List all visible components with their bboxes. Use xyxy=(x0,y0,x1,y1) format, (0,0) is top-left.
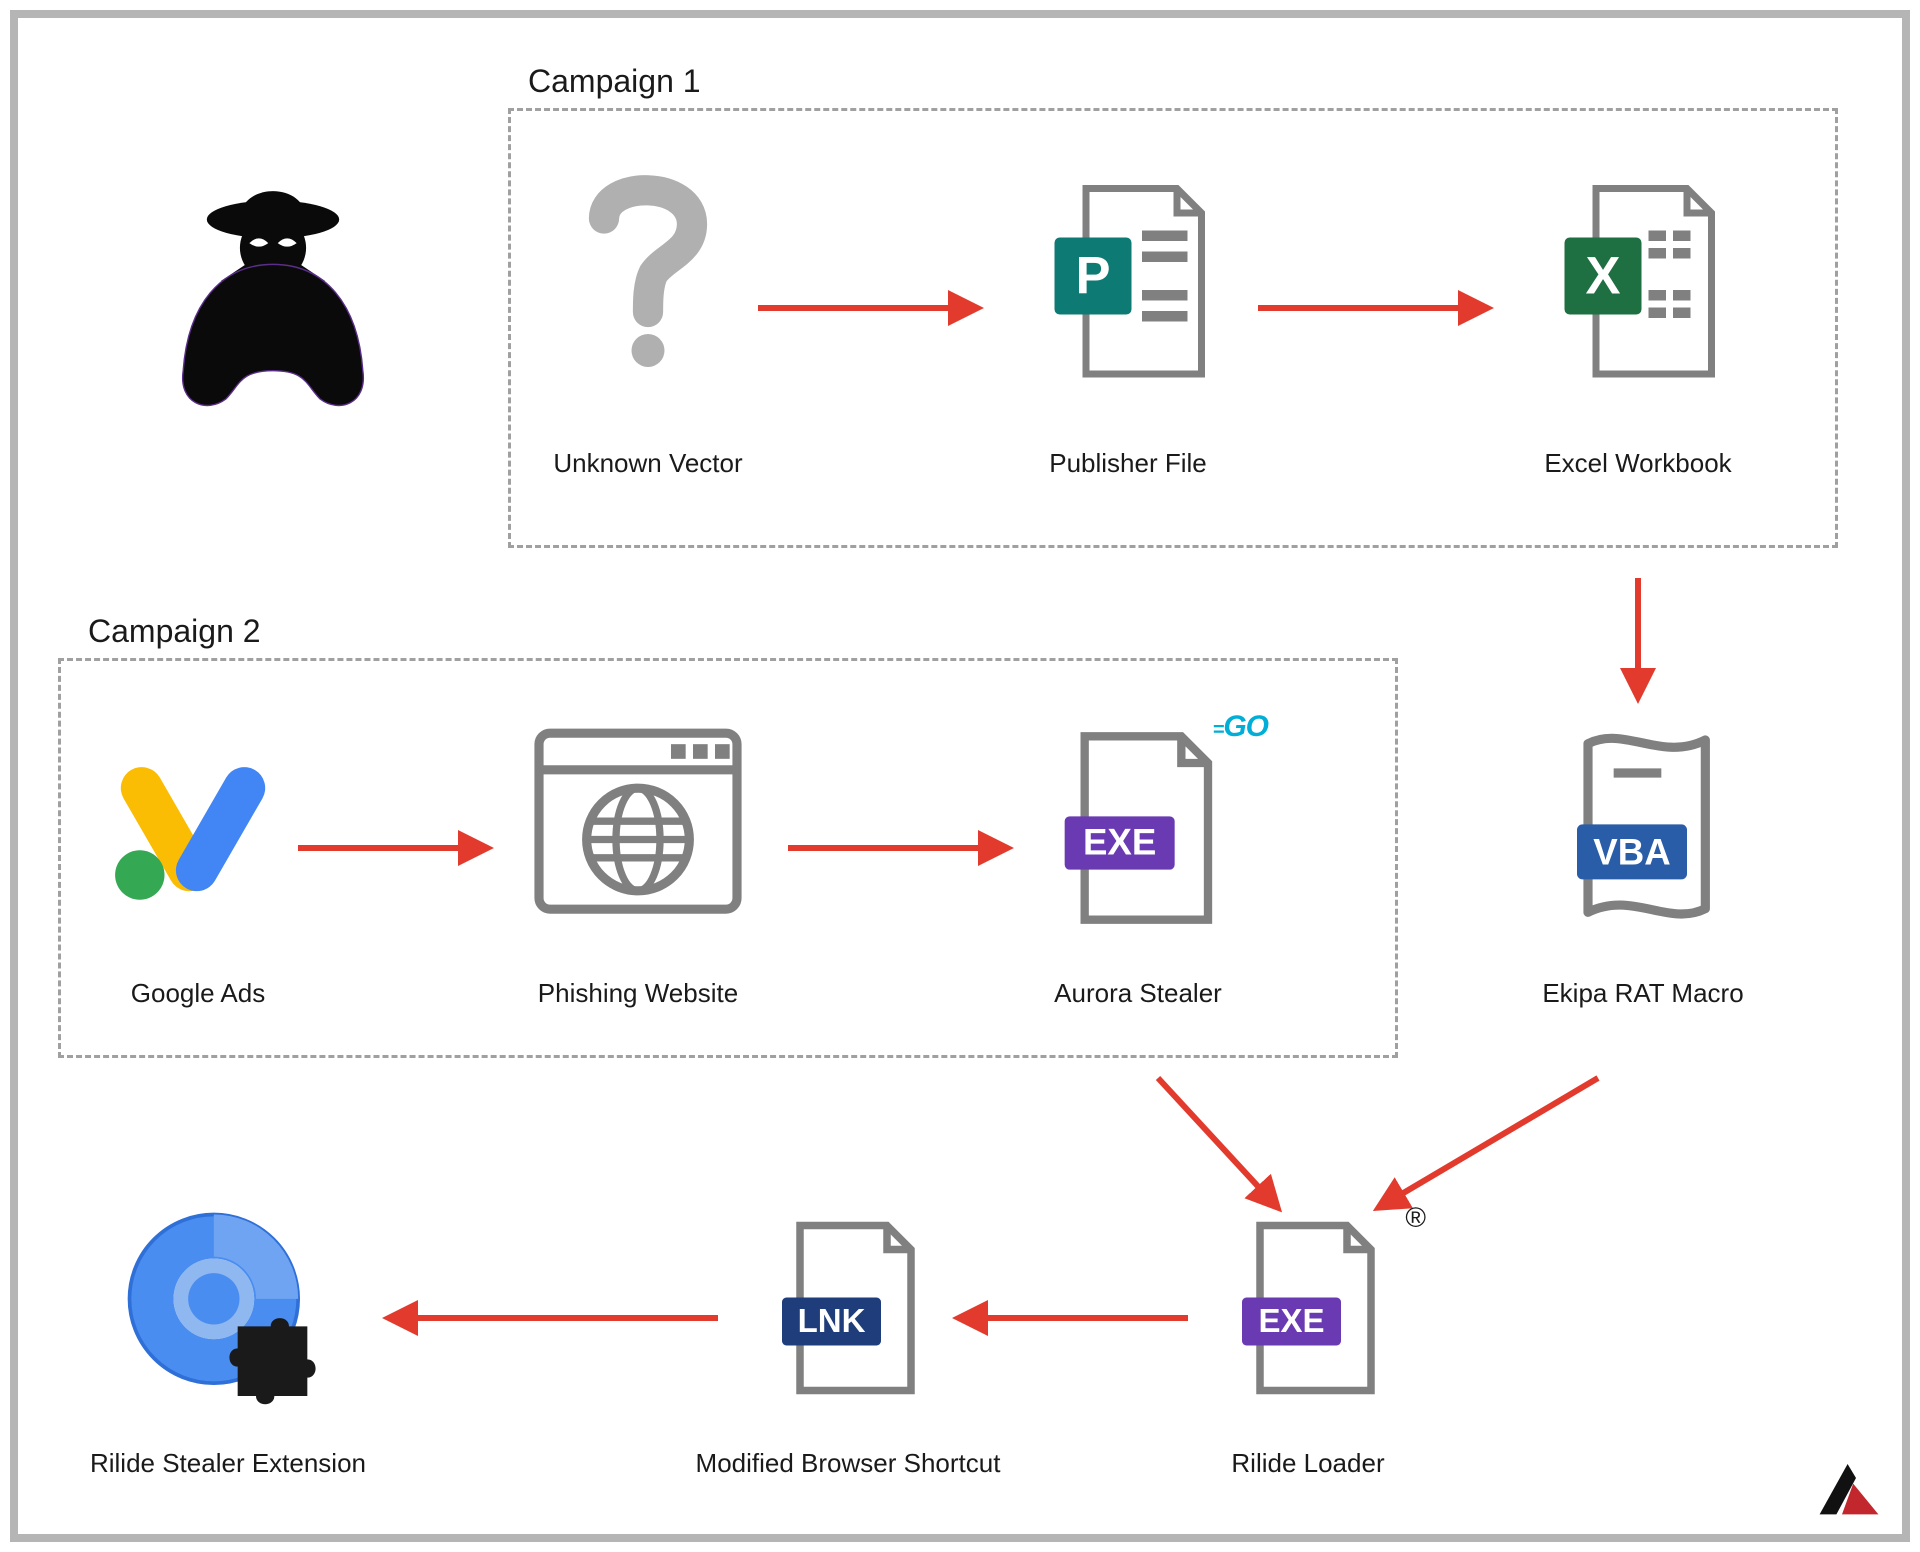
rilide-ext-label: Rilide Stealer Extension xyxy=(68,1448,388,1479)
svg-text:VBA: VBA xyxy=(1593,832,1670,873)
rilide-loader-icon: EXE ® xyxy=(1218,1208,1398,1408)
phishing-website-label: Phishing Website xyxy=(528,978,748,1009)
svg-text:EXE: EXE xyxy=(1083,822,1156,863)
svg-text:LNK: LNK xyxy=(798,1302,866,1339)
modified-shortcut-icon: LNK xyxy=(758,1208,938,1408)
campaign1-label: Campaign 1 xyxy=(528,63,701,100)
svg-text:P: P xyxy=(1075,247,1110,306)
google-ads-label: Google Ads xyxy=(118,978,278,1009)
unknown-vector-label: Unknown Vector xyxy=(548,448,748,479)
threat-actor-icon xyxy=(148,158,398,418)
publisher-file-label: Publisher File xyxy=(1028,448,1228,479)
excel-workbook-icon: X xyxy=(1548,178,1728,388)
ekipa-rat-icon: VBA xyxy=(1548,718,1738,938)
rilide-ext-icon xyxy=(108,1198,338,1418)
aurora-stealer-label: Aurora Stealer xyxy=(1038,978,1238,1009)
excel-workbook-label: Excel Workbook xyxy=(1538,448,1738,479)
modified-shortcut-label: Modified Browser Shortcut xyxy=(688,1448,1008,1479)
publisher-file-icon: P xyxy=(1038,178,1218,388)
svg-text:EXE: EXE xyxy=(1258,1302,1324,1339)
rust-badge-icon: ® xyxy=(1405,1202,1426,1234)
ekipa-rat-label: Ekipa RAT Macro xyxy=(1528,978,1758,1009)
campaign2-label: Campaign 2 xyxy=(88,613,261,650)
google-ads-icon xyxy=(98,718,288,918)
unknown-vector-icon xyxy=(558,158,738,378)
go-badge-icon: =GO xyxy=(1213,710,1268,744)
svg-text:X: X xyxy=(1585,247,1620,306)
rilide-loader-label: Rilide Loader xyxy=(1218,1448,1398,1479)
diagram-frame: Campaign 1 Campaign 2 xyxy=(10,10,1910,1542)
aurora-stealer-icon: EXE =GO xyxy=(1038,718,1238,938)
corner-logo-icon xyxy=(1814,1450,1884,1520)
phishing-website-icon xyxy=(528,718,748,928)
